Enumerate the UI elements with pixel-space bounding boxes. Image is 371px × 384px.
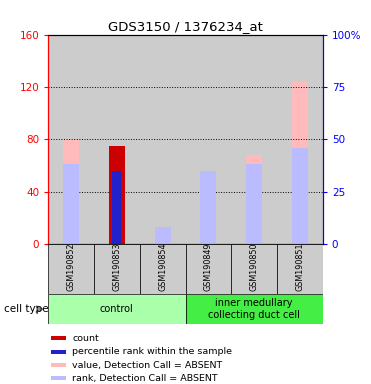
Bar <box>186 35 231 244</box>
Bar <box>63 164 79 244</box>
Text: GSM190849: GSM190849 <box>204 242 213 291</box>
Text: percentile rank within the sample: percentile rank within the sample <box>72 347 233 356</box>
Bar <box>94 35 140 244</box>
Bar <box>140 244 186 294</box>
Bar <box>186 294 323 324</box>
Text: GSM190852: GSM190852 <box>67 242 76 291</box>
Text: count: count <box>72 334 99 343</box>
Bar <box>246 164 262 244</box>
Title: GDS3150 / 1376234_at: GDS3150 / 1376234_at <box>108 20 263 33</box>
Bar <box>63 139 79 244</box>
Bar <box>200 170 216 244</box>
Text: GSM190853: GSM190853 <box>112 242 121 291</box>
Bar <box>52 376 66 381</box>
Bar <box>292 147 308 244</box>
Text: GSM190851: GSM190851 <box>295 242 304 291</box>
Bar <box>109 146 125 244</box>
Text: inner medullary
collecting duct cell: inner medullary collecting duct cell <box>208 298 300 320</box>
Text: control: control <box>100 304 134 314</box>
Text: cell type: cell type <box>4 304 48 314</box>
Bar <box>231 35 277 244</box>
Bar <box>109 233 125 244</box>
Bar <box>246 155 262 244</box>
Bar <box>112 170 121 244</box>
Text: value, Detection Call = ABSENT: value, Detection Call = ABSENT <box>72 361 223 369</box>
Bar <box>186 244 231 294</box>
Bar <box>277 244 323 294</box>
Bar <box>155 231 171 244</box>
Bar <box>292 82 308 244</box>
Bar <box>94 244 140 294</box>
Bar <box>48 294 186 324</box>
Bar <box>52 363 66 367</box>
Text: rank, Detection Call = ABSENT: rank, Detection Call = ABSENT <box>72 374 218 383</box>
Bar <box>48 35 94 244</box>
Bar <box>52 350 66 354</box>
Bar <box>231 244 277 294</box>
Bar <box>200 182 216 244</box>
Text: GSM190854: GSM190854 <box>158 242 167 291</box>
Text: GSM190850: GSM190850 <box>250 242 259 291</box>
Bar <box>155 227 171 244</box>
Bar <box>140 35 186 244</box>
Bar <box>52 336 66 340</box>
Bar <box>109 146 125 244</box>
Bar <box>48 244 94 294</box>
Bar <box>277 35 323 244</box>
